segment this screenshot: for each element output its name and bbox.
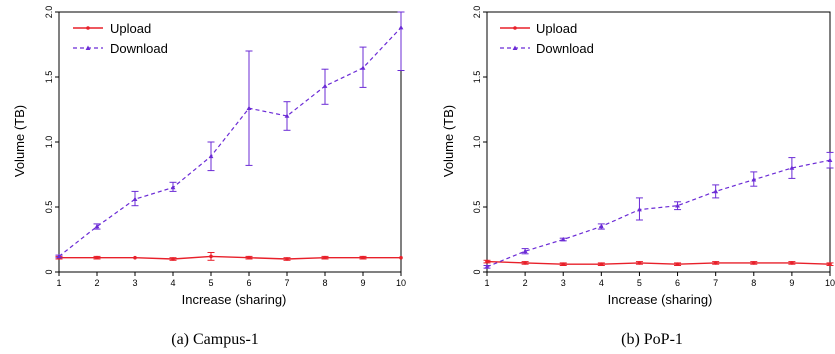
data-point-download: [56, 253, 62, 259]
legend-download-label: Download: [536, 41, 594, 56]
x-tick-label: 9: [789, 278, 794, 288]
data-point-upload: [790, 261, 794, 265]
data-point-upload: [285, 257, 289, 261]
series-line-download: [486, 159, 831, 268]
data-point-download: [398, 25, 404, 30]
data-point-download: [522, 248, 528, 253]
data-point-download: [713, 188, 719, 194]
x-tick-label: 2: [94, 278, 99, 288]
x-tick-label: 8: [322, 278, 327, 288]
data-point-download: [322, 83, 328, 88]
legend-download-marker: [85, 45, 91, 50]
data-point-download: [827, 157, 833, 162]
data-point-download: [94, 223, 100, 229]
data-point-upload: [323, 255, 327, 260]
data-point-upload: [828, 262, 832, 267]
y-tick-label: 1.0: [472, 136, 482, 149]
data-point-upload: [209, 254, 213, 259]
subfigure-caption: (b) PoP-1: [621, 331, 683, 348]
legend-upload-marker: [513, 26, 517, 30]
data-point-download: [675, 203, 680, 208]
series-line-upload: [59, 255, 401, 260]
data-point-upload: [399, 255, 403, 260]
y-tick-label: 0.5: [44, 201, 54, 214]
data-point-upload: [485, 259, 489, 264]
x-tick-label: 4: [170, 278, 175, 288]
data-point-upload: [675, 262, 680, 267]
x-axis-title: Increase (sharing): [182, 292, 287, 307]
legend: Upload Download: [73, 21, 168, 56]
x-tick-label: 9: [360, 278, 365, 288]
y-tick-label: 0: [44, 269, 54, 274]
data-point-download: [598, 223, 604, 229]
data-point-upload: [523, 261, 527, 265]
x-tick-label: 7: [713, 278, 718, 288]
data-point-download: [284, 113, 290, 118]
x-tick-label: 10: [825, 278, 835, 288]
data-point-upload: [171, 257, 175, 261]
series-line-upload: [486, 260, 831, 265]
data-point-download: [789, 165, 795, 170]
data-point-upload: [713, 261, 718, 265]
legend: Upload Download: [500, 21, 594, 56]
x-tick-label: 6: [246, 278, 251, 288]
legend-upload-marker: [86, 26, 90, 30]
data-point-upload: [133, 255, 137, 260]
chart-panel-pop-1: Volume (TB) Increase (sharing) Upload Do…: [441, 6, 835, 348]
x-tick-label: 3: [132, 278, 137, 288]
data-point-upload: [561, 262, 566, 267]
y-tick-label: 0: [472, 269, 482, 274]
data-point-download: [637, 207, 642, 212]
x-tick-label: 5: [637, 278, 642, 288]
x-tick-label: 2: [523, 278, 528, 288]
data-point-upload: [247, 255, 251, 260]
y-tick-label: 1.5: [44, 71, 54, 84]
data-point-upload: [599, 262, 604, 267]
x-tick-label: 6: [675, 278, 680, 288]
legend-download-marker: [512, 45, 518, 50]
data-point-upload: [637, 261, 642, 265]
legend-upload-label: Upload: [536, 21, 577, 36]
subfigure-caption: (a) Campus-1: [171, 331, 259, 348]
y-axis-title: Volume (TB): [12, 105, 27, 177]
series-line-download: [58, 27, 402, 257]
data-point-download: [170, 184, 176, 190]
y-tick-label: 2.0: [472, 6, 482, 19]
data-point-download: [246, 105, 252, 110]
x-tick-label: 10: [396, 278, 406, 288]
data-point-download: [208, 153, 214, 159]
x-tick-label: 8: [751, 278, 756, 288]
y-tick-label: 1.5: [472, 71, 482, 84]
data-point-upload: [361, 255, 365, 260]
x-tick-label: 5: [208, 278, 213, 288]
data-point-upload: [95, 255, 99, 260]
x-tick-label: 4: [599, 278, 604, 288]
data-point-download: [751, 177, 757, 182]
data-point-upload: [751, 261, 756, 265]
data-point-download: [484, 264, 490, 269]
x-tick-label: 1: [484, 278, 489, 288]
y-axis-title: Volume (TB): [441, 105, 456, 177]
data-point-download: [560, 236, 566, 242]
x-tick-label: 7: [284, 278, 289, 288]
x-tick-label: 1: [56, 278, 61, 288]
x-tick-label: 3: [561, 278, 566, 288]
y-tick-label: 2.0: [44, 6, 54, 19]
y-tick-label: 1.0: [44, 136, 54, 149]
legend-download-label: Download: [110, 41, 168, 56]
data-point-download: [360, 65, 366, 70]
legend-upload-label: Upload: [110, 21, 151, 36]
data-point-download: [132, 196, 138, 201]
y-tick-label: 0.5: [472, 201, 482, 214]
x-axis-title: Increase (sharing): [608, 292, 713, 307]
chart-panel-campus-1: Volume (TB) Increase (sharing) Upload Do…: [12, 6, 406, 348]
